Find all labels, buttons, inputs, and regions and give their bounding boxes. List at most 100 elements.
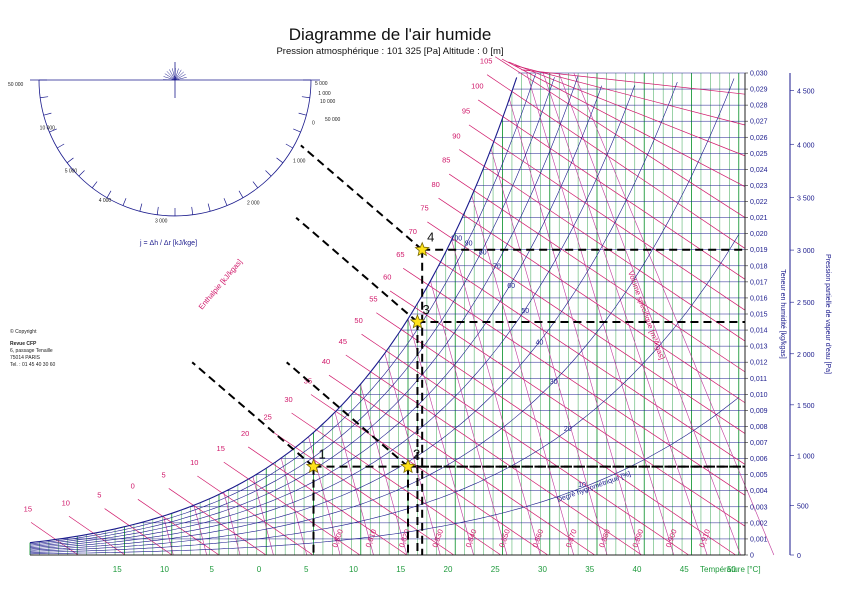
- enthalpy-tick-label: 15: [24, 504, 32, 513]
- specific-volume-line: [542, 72, 708, 556]
- enthalpy-tick-label: 10: [190, 458, 198, 467]
- point-enthalpy-line: [300, 144, 423, 251]
- enthalpy-line: [68, 515, 126, 556]
- y-right-tick-label: 0,006: [750, 456, 768, 463]
- protractor-tick: [91, 181, 98, 189]
- x-tick-label: 5: [210, 565, 215, 574]
- relative-humidity-curve: [29, 75, 579, 547]
- copyright-line-2: Revue CFP: [10, 341, 37, 347]
- y-right-tick-label: 0,016: [750, 295, 768, 302]
- relative-humidity-curve: [29, 84, 636, 550]
- specific-volume-line: [509, 98, 641, 556]
- volume-tick-label: 0,900: [664, 528, 679, 549]
- protractor-tick: [43, 112, 52, 116]
- y-right-tick-label: 0,010: [750, 392, 768, 399]
- protractor-tick: [252, 181, 259, 189]
- enthalpy-line: [168, 488, 267, 556]
- point-enthalpy-line: [191, 361, 315, 468]
- protractor-label: 10 000: [320, 99, 336, 105]
- y-right-tick-label: 0,015: [750, 312, 768, 319]
- enthalpy-tick-label: 5: [97, 491, 101, 500]
- protractor-label: 0: [312, 120, 315, 126]
- enthalpy-line: [468, 124, 746, 311]
- protractor-tick: [40, 96, 49, 99]
- enthalpy-tick-label: 80: [431, 180, 439, 189]
- copyright-line-3: 6, passage Tenaille: [10, 348, 53, 354]
- protractor-tick: [139, 203, 143, 212]
- y-right-tick-label: 0,017: [750, 279, 768, 286]
- x-axis-label: Température [°C]: [700, 565, 761, 574]
- protractor-tick: [298, 112, 307, 116]
- volume-tick-label: 0,820: [397, 528, 412, 549]
- y-right-tick-label: 0,029: [750, 87, 768, 94]
- y-right-tick-label: 0,002: [750, 520, 768, 527]
- enthalpy-tick-label: 50: [354, 316, 362, 325]
- enthalpy-tick-label: 40: [322, 357, 330, 366]
- protractor-tick: [276, 157, 284, 164]
- y-right-tick-label: 0,023: [750, 183, 768, 190]
- specific-volume-line: [360, 384, 408, 556]
- protractor-tick: [293, 128, 301, 133]
- protractor-ray: [174, 71, 184, 81]
- rh-tick-label: 30: [550, 379, 558, 386]
- y-right-tick-label: 0,018: [750, 263, 768, 270]
- specific-volume-line: [280, 458, 308, 556]
- enthalpy-line: [415, 245, 746, 465]
- y-right-tick-label: 0,003: [750, 504, 768, 511]
- enthalpy-tick-label: 55: [369, 295, 377, 304]
- y-right-tick-label: 0,021: [750, 215, 768, 222]
- relative-humidity-curve: [29, 81, 678, 551]
- y-right-tick-label: 0,005: [750, 472, 768, 479]
- y-right-tick-label: 0,008: [750, 424, 768, 431]
- enthalpy-tick-label: 75: [420, 204, 428, 213]
- enthalpy-tick-label: 105: [480, 56, 493, 65]
- point-label: 3: [422, 302, 429, 317]
- enthalpy-tick-label: 30: [284, 395, 292, 404]
- specific-volume-line: [384, 353, 441, 556]
- pressure-tick-label: 4 500: [797, 89, 815, 96]
- enthalpy-line: [427, 221, 746, 434]
- protractor-ray: [174, 69, 182, 81]
- enthalpy-line: [514, 65, 746, 126]
- enthalpy-line: [137, 498, 220, 556]
- protractor-label: 4 000: [99, 198, 112, 204]
- y-right-tick-label: 0,009: [750, 408, 768, 415]
- copyright-line-4: 75014 PARIS: [10, 355, 41, 361]
- enthalpy-tick-label: 100: [471, 82, 484, 91]
- specific-volume-line: [223, 492, 241, 556]
- relative-humidity-curve: [29, 397, 739, 555]
- pressure-tick-label: 3 000: [797, 248, 815, 255]
- rh-tick-label: 80: [479, 250, 487, 257]
- pressure-tick-label: 4 000: [797, 142, 815, 149]
- chart-title: Diagramme de l'air humide: [289, 25, 492, 44]
- point-star: [305, 458, 322, 474]
- protractor-tick: [207, 203, 211, 212]
- protractor-tick: [57, 143, 65, 149]
- protractor-ray: [163, 76, 176, 81]
- x-tick-label: 20: [444, 565, 453, 574]
- enthalpy-tick-label: 95: [462, 107, 470, 116]
- point-star: [414, 241, 430, 257]
- protractor-ray: [166, 71, 176, 81]
- enthalpy-line: [477, 99, 746, 280]
- protractor-tick: [301, 96, 310, 99]
- protractor-tick: [238, 190, 244, 198]
- protractor-tick: [223, 198, 228, 206]
- relative-humidity-curve: [29, 78, 735, 552]
- protractor-tick: [285, 143, 293, 149]
- enthalpy-tick-label: 25: [264, 412, 272, 421]
- protractor-tick: [106, 190, 112, 198]
- specific-volume-line: [471, 195, 574, 556]
- rh-tick-label: 20: [564, 426, 572, 433]
- pressure-tick-label: 0: [797, 553, 801, 560]
- specific-volume-line: [490, 148, 608, 556]
- specific-volume-line: [558, 72, 741, 556]
- specific-volume-line: [308, 436, 341, 556]
- point-star: [409, 313, 426, 329]
- enthalpy-tick-label: 10: [62, 498, 70, 507]
- specific-volume-line: [451, 239, 541, 556]
- protractor-label: 1 000: [293, 159, 306, 165]
- y-right-tick-label: 0: [750, 553, 754, 560]
- volume-tick-label: 0,860: [530, 528, 545, 549]
- y-right-tick-label: 0,004: [750, 488, 768, 495]
